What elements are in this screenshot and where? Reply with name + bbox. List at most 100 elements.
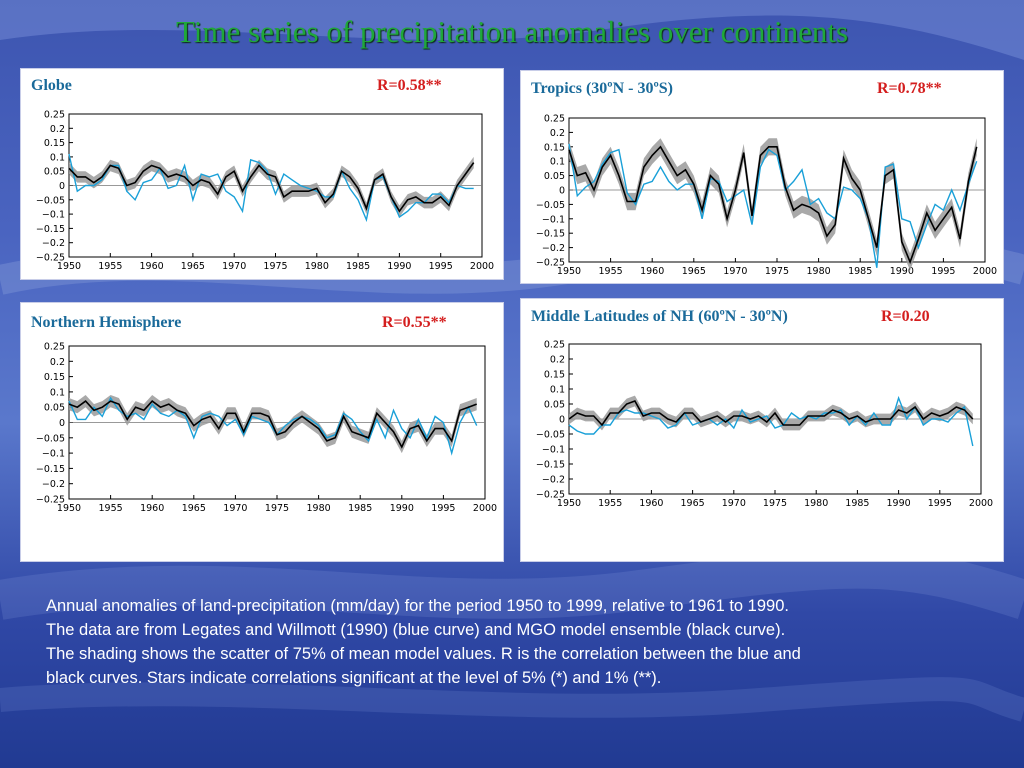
correlation-label: R=0.58** — [377, 77, 442, 94]
x-tick-label: 1985 — [348, 503, 372, 514]
y-tick-label: −0.2 — [42, 238, 65, 249]
panel-title: Tropics (30ºN - 30ºS) — [531, 80, 673, 97]
x-tick-label: 1995 — [928, 498, 952, 509]
correlation-label: R=0.20 — [881, 308, 930, 325]
y-tick-label: 0.1 — [550, 157, 565, 168]
model-spread-band — [569, 395, 973, 431]
y-tick-label: 0.2 — [50, 357, 65, 368]
x-tick-label: 1970 — [223, 503, 247, 514]
y-tick-label: 0 — [59, 418, 65, 429]
x-tick-label: 2000 — [969, 498, 993, 509]
y-tick-label: −0.1 — [42, 210, 65, 221]
x-tick-label: 1980 — [807, 266, 831, 277]
model-series-line — [568, 400, 974, 427]
observed-series-line — [68, 396, 478, 456]
model-series-line — [68, 162, 475, 213]
x-tick-label: 1985 — [845, 498, 869, 509]
panel-title: Globe — [31, 77, 72, 94]
x-tick-label: 1985 — [346, 261, 370, 272]
x-tick-label: 1990 — [390, 503, 414, 514]
y-tick-label: −0.1 — [542, 214, 565, 225]
x-tick-label: 1960 — [639, 498, 663, 509]
x-tick-label: 1995 — [431, 503, 455, 514]
x-tick-label: 2000 — [973, 266, 997, 277]
y-tick-label: −0.05 — [36, 433, 65, 444]
x-tick-label: 1970 — [722, 498, 746, 509]
y-tick-label: −0.25 — [536, 490, 565, 501]
y-tick-label: 0.25 — [44, 110, 65, 121]
x-tick-label: 1960 — [640, 266, 664, 277]
panel-title: Northern Hemisphere — [31, 314, 182, 331]
y-tick-label: −0.2 — [542, 243, 565, 254]
x-tick-label: 1990 — [387, 261, 411, 272]
y-tick-label: −0.15 — [36, 464, 65, 475]
x-tick-label: 1980 — [804, 498, 828, 509]
y-tick-label: 0.05 — [544, 400, 565, 411]
x-tick-label: 1975 — [263, 261, 287, 272]
x-tick-label: 1990 — [890, 266, 914, 277]
model-spread-band — [69, 156, 474, 217]
y-tick-label: −0.1 — [542, 445, 565, 456]
x-tick-label: 1980 — [307, 503, 331, 514]
x-tick-label: 1950 — [57, 503, 81, 514]
chart-tropics: 0.25 0.2 0.15 0.1 0.05 0 −0.05 −0.1 −0.15 −0.2 −0.… — [536, 114, 997, 278]
caption-line: Annual anomalies of land-precipitation (… — [46, 597, 789, 615]
x-tick-label: 1965 — [181, 261, 205, 272]
x-tick-label: 1965 — [182, 503, 206, 514]
x-tick-label: 1965 — [681, 498, 705, 509]
y-tick-label: −0.05 — [536, 200, 565, 211]
correlation-label: R=0.55** — [382, 314, 447, 331]
y-tick-label: 0.25 — [544, 340, 565, 351]
y-tick-label: 0.25 — [544, 114, 565, 125]
panel-middle-latitudes: Middle Latitudes of NH (60ºN - 30ºN) R=0… — [520, 298, 1004, 562]
correlation-label: R=0.78** — [877, 80, 942, 97]
y-tick-label: 0.1 — [50, 152, 65, 163]
y-tick-label: −0.1 — [42, 449, 65, 460]
y-tick-label: 0.15 — [544, 142, 565, 153]
x-tick-label: 1955 — [598, 498, 622, 509]
y-tick-label: 0.05 — [544, 171, 565, 182]
y-tick-label: 0.25 — [44, 342, 65, 353]
x-tick-label: 1975 — [265, 503, 289, 514]
chart-globe: 0.25 0.2 0.15 0.1 0.05 0 −0.05 −0.1 −0.15 −0.2 −0.… — [36, 110, 494, 273]
x-tick-label: 2000 — [473, 503, 497, 514]
panel-tropics: Tropics (30ºN - 30ºS) R=0.78** 0.25 0.2 0.… — [520, 70, 1004, 284]
slide-title: Time series of precipitation anomalies o… — [175, 14, 849, 49]
x-tick-label: 1985 — [848, 266, 872, 277]
model-series-line — [568, 145, 978, 265]
y-tick-label: 0.2 — [550, 355, 565, 366]
x-tick-label: 1975 — [763, 498, 787, 509]
panel-globe: Globe R=0.58** 0.25 0.2 0.15 0.1 0.05 0 −0.05 −… — [20, 68, 504, 280]
x-tick-label: 1995 — [429, 261, 453, 272]
chart-middle-latitudes: 0.25 0.2 0.15 0.1 0.05 0 −0.05 −0.1 −0.15 −0.2 −0.… — [536, 340, 993, 510]
y-tick-label: 0.2 — [50, 124, 65, 135]
y-tick-label: 0 — [559, 415, 565, 426]
y-tick-label: 0.15 — [44, 138, 65, 149]
x-tick-label: 1990 — [887, 498, 911, 509]
y-tick-label: 0.1 — [50, 387, 65, 398]
y-tick-label: −0.25 — [36, 495, 65, 506]
y-tick-label: −0.05 — [536, 430, 565, 441]
y-tick-label: −0.2 — [542, 475, 565, 486]
model-series-line — [68, 400, 477, 449]
y-tick-label: −0.25 — [536, 258, 565, 269]
model-spread-band — [569, 138, 977, 271]
x-tick-label: 1955 — [98, 261, 122, 272]
x-tick-label: 1965 — [682, 266, 706, 277]
y-tick-label: 0.1 — [550, 385, 565, 396]
x-tick-label: 1975 — [765, 266, 789, 277]
y-tick-label: 0.15 — [44, 372, 65, 383]
x-tick-label: 1995 — [931, 266, 955, 277]
x-tick-label: 2000 — [470, 261, 494, 272]
y-tick-label: −0.15 — [36, 224, 65, 235]
x-tick-label: 1955 — [99, 503, 123, 514]
x-tick-label: 1950 — [557, 498, 581, 509]
x-tick-label: 1960 — [140, 261, 164, 272]
caption: Annual anomalies of land-precipitation (… — [46, 594, 976, 690]
x-tick-label: 1960 — [140, 503, 164, 514]
y-tick-label: −0.15 — [536, 460, 565, 471]
y-tick-label: 0 — [59, 181, 65, 192]
x-tick-label: 1955 — [599, 266, 623, 277]
y-tick-label: 0.2 — [550, 128, 565, 139]
y-tick-label: 0 — [559, 186, 565, 197]
